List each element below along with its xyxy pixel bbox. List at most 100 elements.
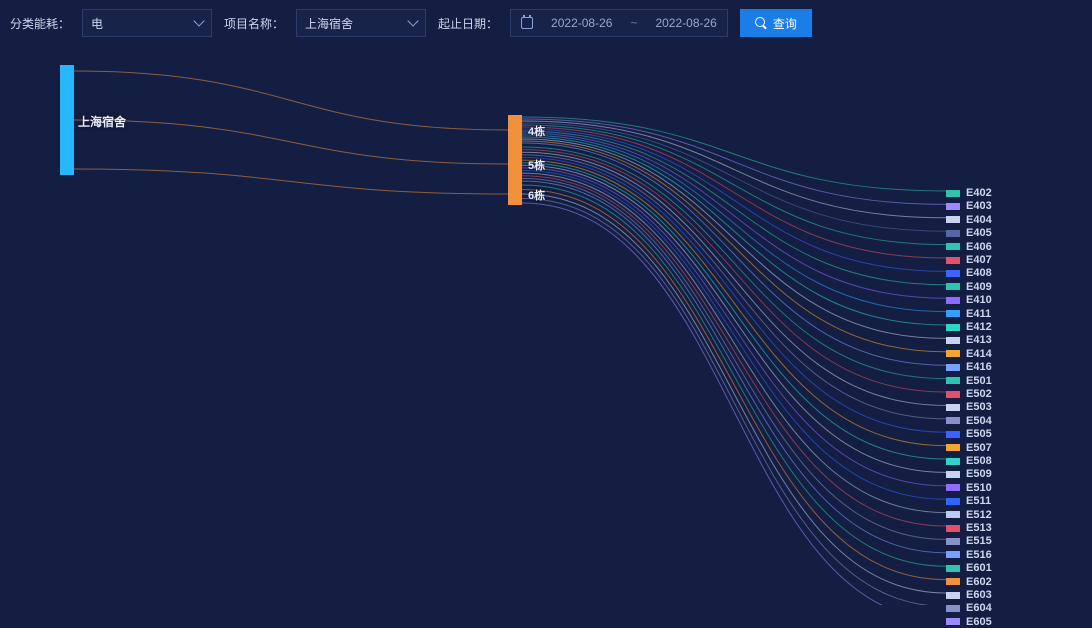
- sankey-leaf-swatch: [946, 578, 960, 585]
- energy-type-select[interactable]: 电: [82, 9, 212, 37]
- sankey-leaf-node[interactable]: E411: [946, 308, 991, 320]
- sankey-leaf-node[interactable]: E416: [946, 361, 992, 373]
- sankey-leaf-node[interactable]: E412: [946, 321, 992, 333]
- sankey-leaf-node[interactable]: E604: [946, 602, 992, 614]
- project-name-select[interactable]: 上海宿舍: [296, 9, 426, 37]
- sankey-leaf-label: E406: [966, 241, 992, 253]
- sankey-leaf-node[interactable]: E404: [946, 214, 992, 226]
- sankey-leaf-label: E512: [966, 509, 992, 521]
- sankey-leaf-swatch: [946, 257, 960, 264]
- sankey-leaf-node[interactable]: E414: [946, 348, 992, 360]
- sankey-link: [522, 123, 946, 231]
- sankey-leaf-node[interactable]: E408: [946, 267, 992, 279]
- sankey-leaf-label: E508: [966, 455, 992, 467]
- sankey-mid-node[interactable]: [508, 183, 522, 205]
- sankey-leaf-label: E501: [966, 375, 992, 387]
- sankey-root-node[interactable]: [60, 65, 74, 175]
- sankey-leaf-swatch: [946, 350, 960, 357]
- sankey-link: [522, 178, 946, 539]
- sankey-leaf-node[interactable]: E502: [946, 388, 992, 400]
- sankey-leaf-label: E513: [966, 522, 992, 534]
- sankey-leaf-swatch: [946, 618, 960, 625]
- sankey-leaf-label: E516: [966, 549, 992, 561]
- sankey-leaf-swatch: [946, 551, 960, 558]
- sankey-leaf-node[interactable]: E602: [946, 576, 992, 588]
- sankey-leaf-label: E510: [966, 482, 992, 494]
- sankey-link: [522, 203, 946, 605]
- sankey-link: [522, 160, 946, 446]
- chevron-down-icon: [193, 15, 204, 26]
- sankey-leaf-node[interactable]: E508: [946, 455, 992, 467]
- sankey-leaf-label: E405: [966, 227, 992, 239]
- sankey-link: [522, 190, 946, 580]
- sankey-leaf-node[interactable]: E510: [946, 482, 992, 494]
- sankey-leaf-node[interactable]: E503: [946, 401, 992, 413]
- date-to-value: 2022-08-26: [655, 16, 716, 30]
- sankey-leaf-node[interactable]: E511: [946, 495, 991, 507]
- sankey-leaf-node[interactable]: E509: [946, 468, 992, 480]
- sankey-leaf-node[interactable]: E402: [946, 187, 992, 199]
- sankey-leaf-node[interactable]: E413: [946, 334, 992, 346]
- sankey-leaf-label: E601: [966, 562, 992, 574]
- sankey-leaf-swatch: [946, 364, 960, 371]
- sankey-chart: 上海宿舍4栋5栋6栋E402E403E404E405E406E407E408E4…: [0, 45, 1092, 605]
- sankey-mid-node[interactable]: [508, 115, 522, 145]
- sankey-leaf-node[interactable]: E501: [946, 375, 992, 387]
- sankey-leaf-swatch: [946, 498, 960, 505]
- sankey-link: [522, 199, 946, 606]
- date-from-value: 2022-08-26: [551, 16, 612, 30]
- sankey-mid-label: 4栋: [528, 123, 545, 139]
- sankey-link: [522, 143, 946, 365]
- sankey-leaf-swatch: [946, 190, 960, 197]
- sankey-leaf-swatch: [946, 565, 960, 572]
- sankey-leaf-node[interactable]: E513: [946, 522, 992, 534]
- sankey-leaf-label: E407: [966, 254, 992, 266]
- sankey-link: [522, 163, 946, 459]
- sankey-leaf-swatch: [946, 458, 960, 465]
- query-button[interactable]: 查询: [740, 9, 812, 37]
- sankey-leaf-node[interactable]: E410: [946, 294, 992, 306]
- date-range-picker[interactable]: 2022-08-26 ~ 2022-08-26: [510, 9, 728, 37]
- sankey-mid-node[interactable]: [508, 145, 522, 183]
- sankey-link: [522, 133, 946, 298]
- sankey-leaf-node[interactable]: E504: [946, 415, 992, 427]
- sankey-leaf-node[interactable]: E505: [946, 428, 992, 440]
- sankey-link: [74, 71, 508, 130]
- sankey-link: [522, 119, 946, 204]
- sankey-leaf-label: E413: [966, 334, 992, 346]
- sankey-leaf-node[interactable]: E516: [946, 549, 992, 561]
- sankey-flows-svg: [0, 45, 1092, 605]
- sankey-leaf-swatch: [946, 216, 960, 223]
- sankey-leaf-node[interactable]: E507: [946, 442, 992, 454]
- sankey-link: [522, 137, 946, 325]
- sankey-link: [522, 125, 946, 245]
- sankey-leaf-node[interactable]: E406: [946, 241, 992, 253]
- calendar-icon: [521, 17, 533, 29]
- sankey-link: [522, 185, 946, 566]
- sankey-leaf-swatch: [946, 243, 960, 250]
- sankey-leaf-node[interactable]: E409: [946, 281, 992, 293]
- sankey-leaf-node[interactable]: E512: [946, 509, 992, 521]
- sankey-leaf-label: E503: [966, 401, 992, 413]
- sankey-leaf-node[interactable]: E405: [946, 227, 992, 239]
- sankey-link: [522, 127, 946, 258]
- sankey-leaf-swatch: [946, 605, 960, 612]
- sankey-leaf-node[interactable]: E407: [946, 254, 992, 266]
- sankey-link: [522, 150, 946, 392]
- sankey-leaf-label: E507: [966, 442, 992, 454]
- sankey-leaf-label: E414: [966, 348, 992, 360]
- sankey-leaf-swatch: [946, 283, 960, 290]
- sankey-leaf-label: E411: [966, 308, 991, 320]
- sankey-leaf-node[interactable]: E515: [946, 535, 992, 547]
- project-name-value: 上海宿舍: [305, 15, 353, 32]
- sankey-leaf-label: E604: [966, 602, 992, 614]
- sankey-leaf-node[interactable]: E601: [946, 562, 992, 574]
- sankey-leaf-swatch: [946, 391, 960, 398]
- sankey-leaf-swatch: [946, 431, 960, 438]
- sankey-leaf-node[interactable]: E603: [946, 589, 992, 601]
- sankey-link: [522, 155, 946, 419]
- sankey-link: [522, 117, 946, 191]
- sankey-leaf-label: E515: [966, 535, 992, 547]
- sankey-leaf-node[interactable]: E403: [946, 200, 992, 212]
- sankey-leaf-node[interactable]: E605: [946, 616, 992, 628]
